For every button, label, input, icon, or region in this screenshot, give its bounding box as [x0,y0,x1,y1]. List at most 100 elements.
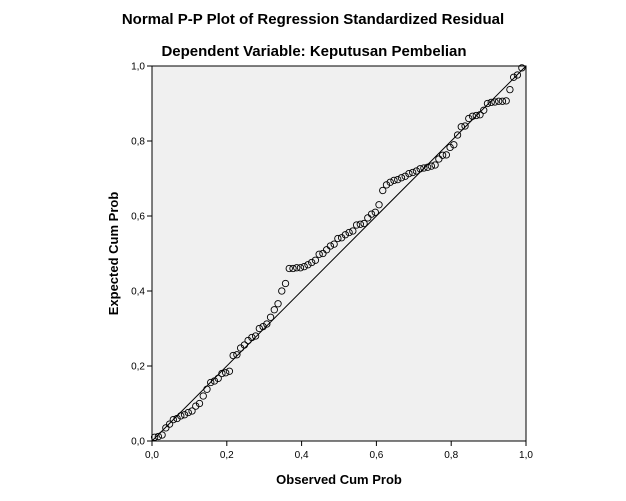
data-point [518,64,526,72]
data-point [225,367,234,375]
data-point [251,332,260,340]
data-point [192,402,200,410]
data-point [352,221,361,229]
data-point [210,377,219,385]
data-point [300,262,308,271]
data-point [203,385,211,393]
data-point [184,408,192,417]
data-point [177,412,185,420]
data-point [468,112,477,120]
data-point [240,341,249,349]
data-point [173,414,181,423]
data-point [476,111,484,119]
data-point [423,163,432,171]
data-point [431,161,439,169]
data-point [341,231,350,239]
y-tick-label: 0,8 [131,137,145,148]
data-point [487,98,495,107]
data-point [214,374,222,383]
data-point [199,392,207,400]
data-point [162,424,170,432]
data-point [319,249,327,258]
chart-subtitle: Dependent Variable: Keputusan Pembelian [161,43,467,60]
data-point [274,300,282,308]
data-point [233,351,241,359]
data-point [450,141,458,149]
data-point [394,175,402,184]
y-tick-label: 0,0 [131,437,145,448]
data-point [495,97,503,105]
data-point [375,201,383,209]
data-point [502,97,510,105]
data-point [349,227,357,235]
data-point [356,220,364,228]
data-point [293,264,301,272]
data-point [218,369,226,378]
data-point [222,369,230,377]
data-point [480,106,488,114]
data-point [379,186,387,195]
x-tick-label: 0,2 [220,450,234,461]
data-point [513,71,522,79]
data-point [457,123,465,131]
data-point [207,378,215,387]
data-point [472,111,480,120]
data-point [498,97,507,105]
data-point [285,264,293,273]
data-point [150,433,159,441]
data-point [371,208,379,216]
data-point [386,178,394,186]
data-point [278,287,286,295]
x-tick-label: 0,0 [145,450,159,461]
data-point [158,431,166,439]
data-point [483,99,492,108]
data-point [255,324,263,333]
data-point [304,261,312,269]
data-point [326,242,335,250]
data-point [330,240,338,248]
data-point [390,176,398,185]
data-point [435,155,443,163]
data-point [259,322,267,331]
data-point [416,165,424,173]
data-point [461,122,469,130]
data-point [311,256,320,264]
data-point [188,407,196,415]
data-point [506,85,514,94]
x-tick-label: 0,4 [295,450,309,461]
y-tick-label: 1,0 [131,62,145,73]
data-point [405,169,413,178]
data-point [165,420,174,428]
data-point [345,228,353,237]
data-point [427,162,436,170]
data-point [180,411,189,419]
data-point [360,219,368,228]
x-axis-label: Observed Cum Prob [276,472,402,487]
data-point [420,164,428,172]
data-point [270,306,278,314]
data-point [323,246,331,254]
data-point [263,320,271,328]
data-point [296,264,305,272]
data-point [334,234,342,243]
data-point [281,279,290,288]
data-point [154,432,163,441]
chart-title: Normal P-P Plot of Regression Standardiz… [121,11,505,28]
data-point [438,151,447,159]
data-point [491,98,499,106]
data-point [315,250,323,258]
data-point [446,143,454,152]
x-tick-label: 1,0 [519,450,533,461]
y-axis-label: Expected Cum Prob [106,192,121,316]
y-tick-label: 0,6 [131,212,145,223]
x-tick-label: 0,8 [444,450,458,461]
y-tick-label: 0,4 [131,287,145,298]
data-point [195,399,204,408]
data-point [409,168,417,177]
data-point [308,258,316,267]
data-point [248,333,256,342]
data-point [453,131,462,139]
data-point [510,73,518,81]
data-point [364,214,372,222]
